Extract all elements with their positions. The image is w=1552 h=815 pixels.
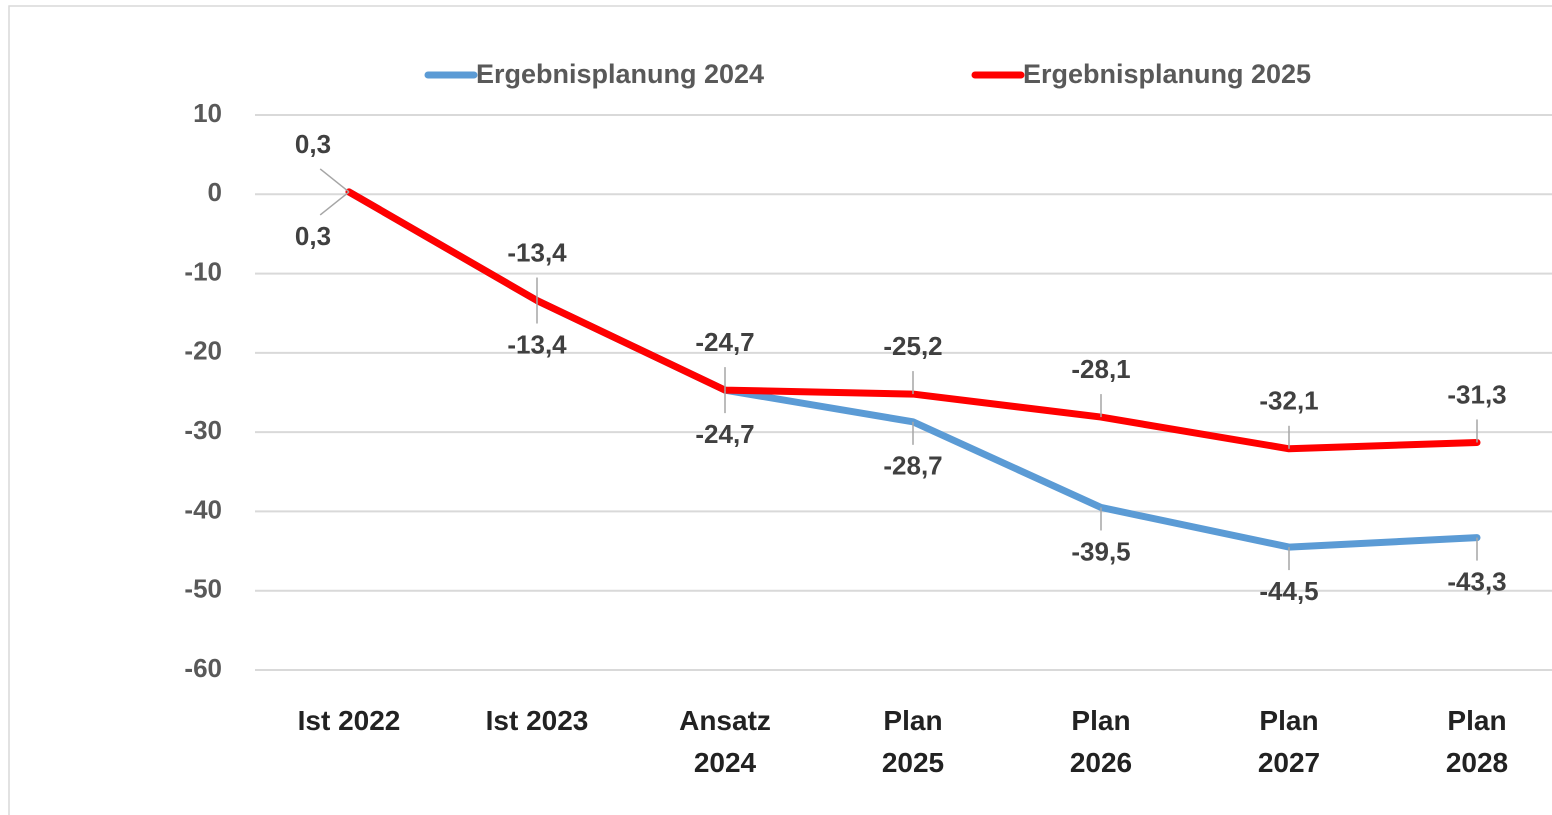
data-label: -25,2 <box>883 331 942 361</box>
y-tick-label: -20 <box>184 336 222 366</box>
data-label: 0,3 <box>295 129 331 159</box>
data-label: -28,1 <box>1071 354 1130 384</box>
y-tick-label: -10 <box>184 256 222 286</box>
x-tick-label: Ansatz 2024 <box>679 705 771 778</box>
data-label: -24,7 <box>695 419 754 449</box>
data-label: -43,3 <box>1447 566 1506 596</box>
legend-label: Ergebnisplanung 2024 <box>476 59 764 89</box>
y-tick-label: 10 <box>193 98 222 128</box>
data-label: -24,7 <box>695 327 754 357</box>
data-label: -28,7 <box>883 451 942 481</box>
data-label: -44,5 <box>1259 576 1318 606</box>
x-tick-label: Plan 2028 <box>1445 705 1509 778</box>
data-label: -31,3 <box>1447 379 1506 409</box>
x-tick-label: Ist 2022 <box>297 705 401 736</box>
y-tick-label: -40 <box>184 494 222 524</box>
y-tick-label: -30 <box>184 415 222 445</box>
data-label: -13,4 <box>507 237 567 267</box>
x-tick-label: Plan 2025 <box>881 705 945 778</box>
y-tick-label: -60 <box>184 653 222 683</box>
leader-line <box>319 168 350 193</box>
legend-label: Ergebnisplanung 2025 <box>1023 59 1311 89</box>
data-label: -39,5 <box>1071 536 1130 566</box>
data-label: 0,3 <box>295 221 331 251</box>
y-tick-label: 0 <box>208 177 222 207</box>
x-tick-label: Ist 2023 <box>485 705 589 736</box>
chart-border <box>8 5 1552 815</box>
x-tick-label: Plan 2026 <box>1069 705 1133 778</box>
x-tick-label: Plan 2027 <box>1257 705 1321 778</box>
y-tick-label: -50 <box>184 574 222 604</box>
leader-line <box>319 191 350 216</box>
data-label: -32,1 <box>1259 386 1318 416</box>
data-label: -13,4 <box>507 329 567 359</box>
